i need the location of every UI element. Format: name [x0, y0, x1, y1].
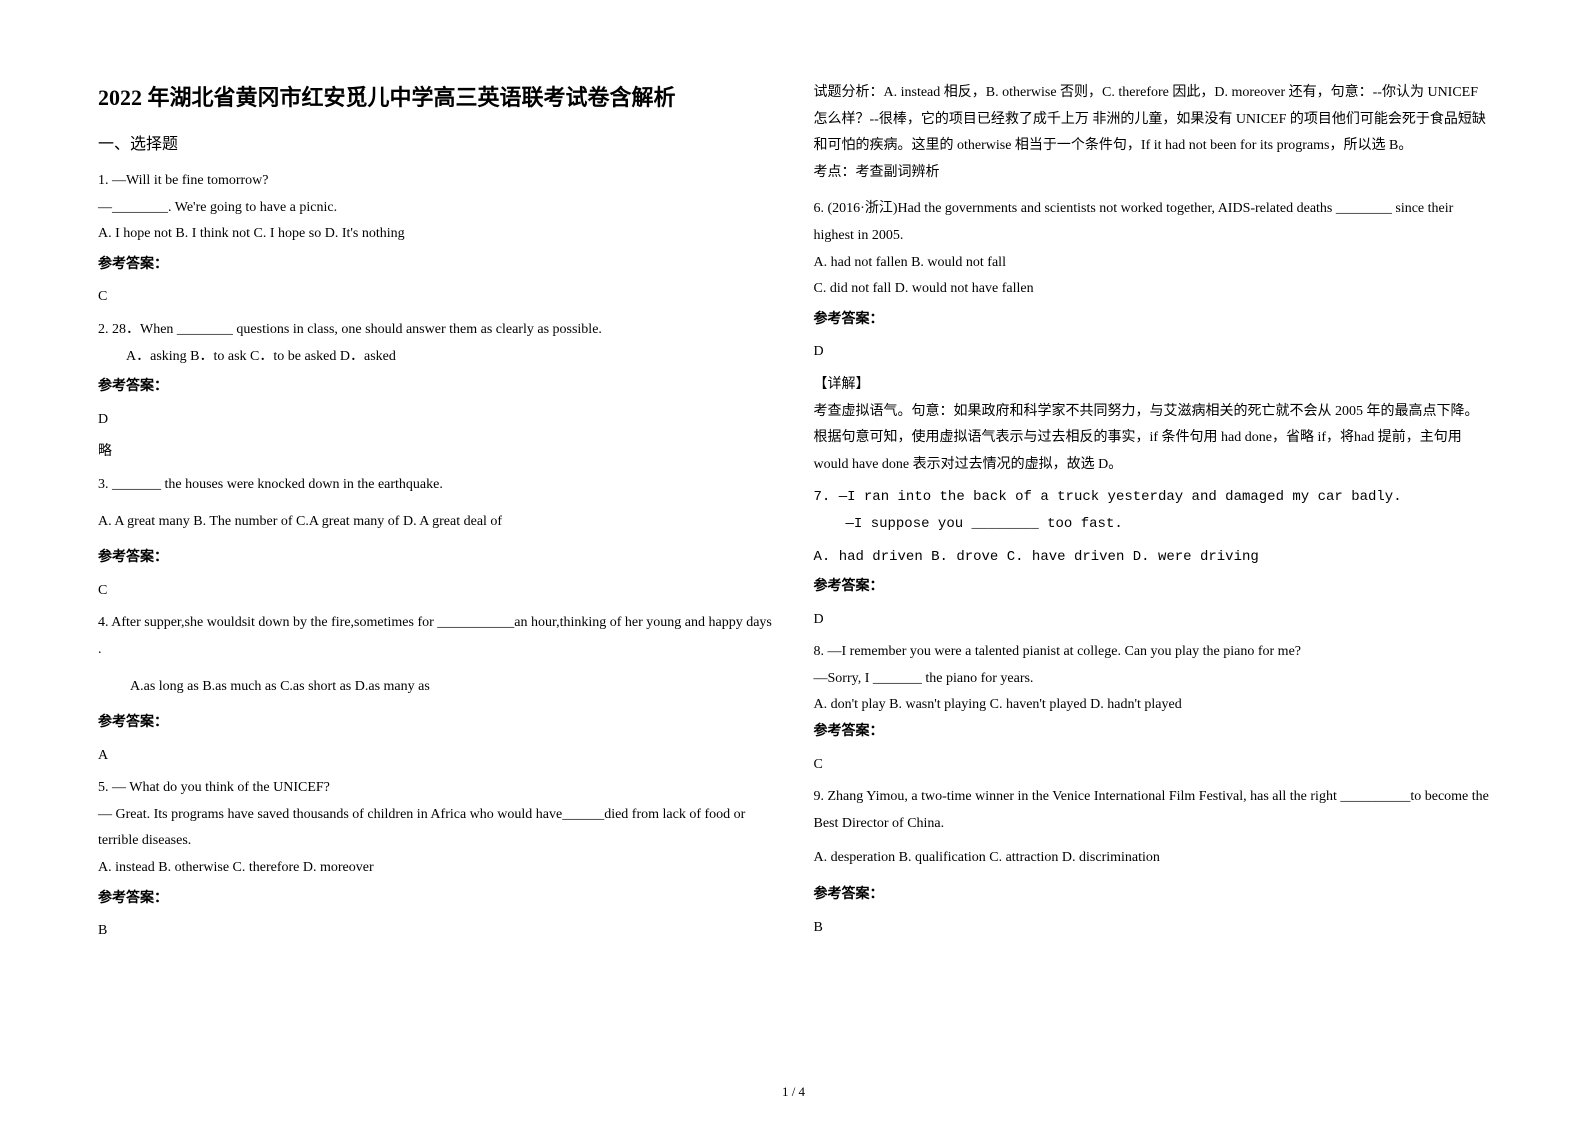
question-6: 6. (2016·浙江)Had the governments and scie…	[814, 196, 1490, 478]
page-number: 1 / 4	[0, 1084, 1587, 1100]
q6-exp-header: 【详解】	[814, 372, 1490, 399]
q5-options: A. instead B. otherwise C. therefore D. …	[98, 855, 774, 882]
q3-line1: 3. _______ the houses were knocked down …	[98, 472, 774, 499]
q7-options: A. had driven B. drove C. have driven D.…	[814, 544, 1490, 571]
question-1: 1. —Will it be fine tomorrow? —________.…	[98, 168, 774, 311]
q4-line1: 4. After supper,she wouldsit down by the…	[98, 610, 774, 663]
q3-answer: C	[98, 578, 774, 605]
q2-answer: D	[98, 407, 774, 434]
question-2: 2. 28．When ________ questions in class, …	[98, 317, 774, 466]
q8-line1: 8. —I remember you were a talented piani…	[814, 639, 1490, 666]
question-5: 5. — What do you think of the UNICEF? — …	[98, 775, 774, 945]
question-3: 3. _______ the houses were knocked down …	[98, 472, 774, 604]
q2-options: A．asking B．to ask C．to be asked D．asked	[98, 344, 774, 371]
question-5-explain: 试题分析：A. instead 相反，B. otherwise 否则，C. th…	[814, 80, 1490, 186]
q8-line2: —Sorry, I _______ the piano for years.	[814, 666, 1490, 693]
q9-line1: 9. Zhang Yimou, a two-time winner in the…	[814, 784, 1490, 837]
question-7: 7. —I ran into the back of a truck yeste…	[814, 484, 1490, 633]
q6-line1: 6. (2016·浙江)Had the governments and scie…	[814, 196, 1490, 249]
q6-exp1: 考查虚拟语气。句意：如果政府和科学家不共同努力，与艾滋病相关的死亡就不会从 20…	[814, 399, 1490, 479]
q1-answer: C	[98, 284, 774, 311]
q7-answer: D	[814, 607, 1490, 634]
question-8: 8. —I remember you were a talented piani…	[814, 639, 1490, 778]
q1-line2: —________. We're going to have a picnic.	[98, 195, 774, 222]
q5-line2: — Great. Its programs have saved thousan…	[98, 802, 774, 855]
question-4: 4. After supper,she wouldsit down by the…	[98, 610, 774, 769]
q2-note: 略	[98, 439, 774, 466]
q6-answer: D	[814, 339, 1490, 366]
answer-label: 参考答案：	[98, 252, 774, 279]
q7-line2: —I suppose you ________ too fast.	[814, 511, 1490, 538]
q2-line1: 2. 28．When ________ questions in class, …	[98, 317, 774, 344]
q5-answer: B	[98, 918, 774, 945]
answer-label: 参考答案：	[98, 545, 774, 572]
q4-answer: A	[98, 743, 774, 770]
q1-line1: 1. —Will it be fine tomorrow?	[98, 168, 774, 195]
q6-opt1: A. had not fallen B. would not fall	[814, 250, 1490, 277]
q6-opt2: C. did not fall D. would not have fallen	[814, 276, 1490, 303]
answer-label: 参考答案：	[814, 574, 1490, 601]
q5-exp2: 考点：考查副词辨析	[814, 160, 1490, 187]
q1-options: A. I hope not B. I think not C. I hope s…	[98, 221, 774, 248]
answer-label: 参考答案：	[814, 307, 1490, 334]
section-header: 一、选择题	[98, 130, 774, 154]
q5-line1: 5. — What do you think of the UNICEF?	[98, 775, 774, 802]
answer-label: 参考答案：	[814, 719, 1490, 746]
answer-label: 参考答案：	[98, 710, 774, 737]
doc-title: 2022 年湖北省黄冈市红安觅儿中学高三英语联考试卷含解析	[98, 80, 774, 112]
q5-exp1: 试题分析：A. instead 相反，B. otherwise 否则，C. th…	[814, 80, 1490, 160]
q9-options: A. desperation B. qualification C. attra…	[814, 845, 1490, 872]
q4-options: A.as long as B.as much as C.as short as …	[98, 674, 774, 701]
answer-label: 参考答案：	[98, 886, 774, 913]
question-9: 9. Zhang Yimou, a two-time winner in the…	[814, 784, 1490, 941]
q7-line1: 7. —I ran into the back of a truck yeste…	[814, 484, 1490, 511]
q9-answer: B	[814, 915, 1490, 942]
q8-options: A. don't play B. wasn't playing C. haven…	[814, 692, 1490, 719]
answer-label: 参考答案：	[814, 882, 1490, 909]
q8-answer: C	[814, 752, 1490, 779]
answer-label: 参考答案：	[98, 374, 774, 401]
q3-options: A. A great many B. The number of C.A gre…	[98, 509, 774, 536]
